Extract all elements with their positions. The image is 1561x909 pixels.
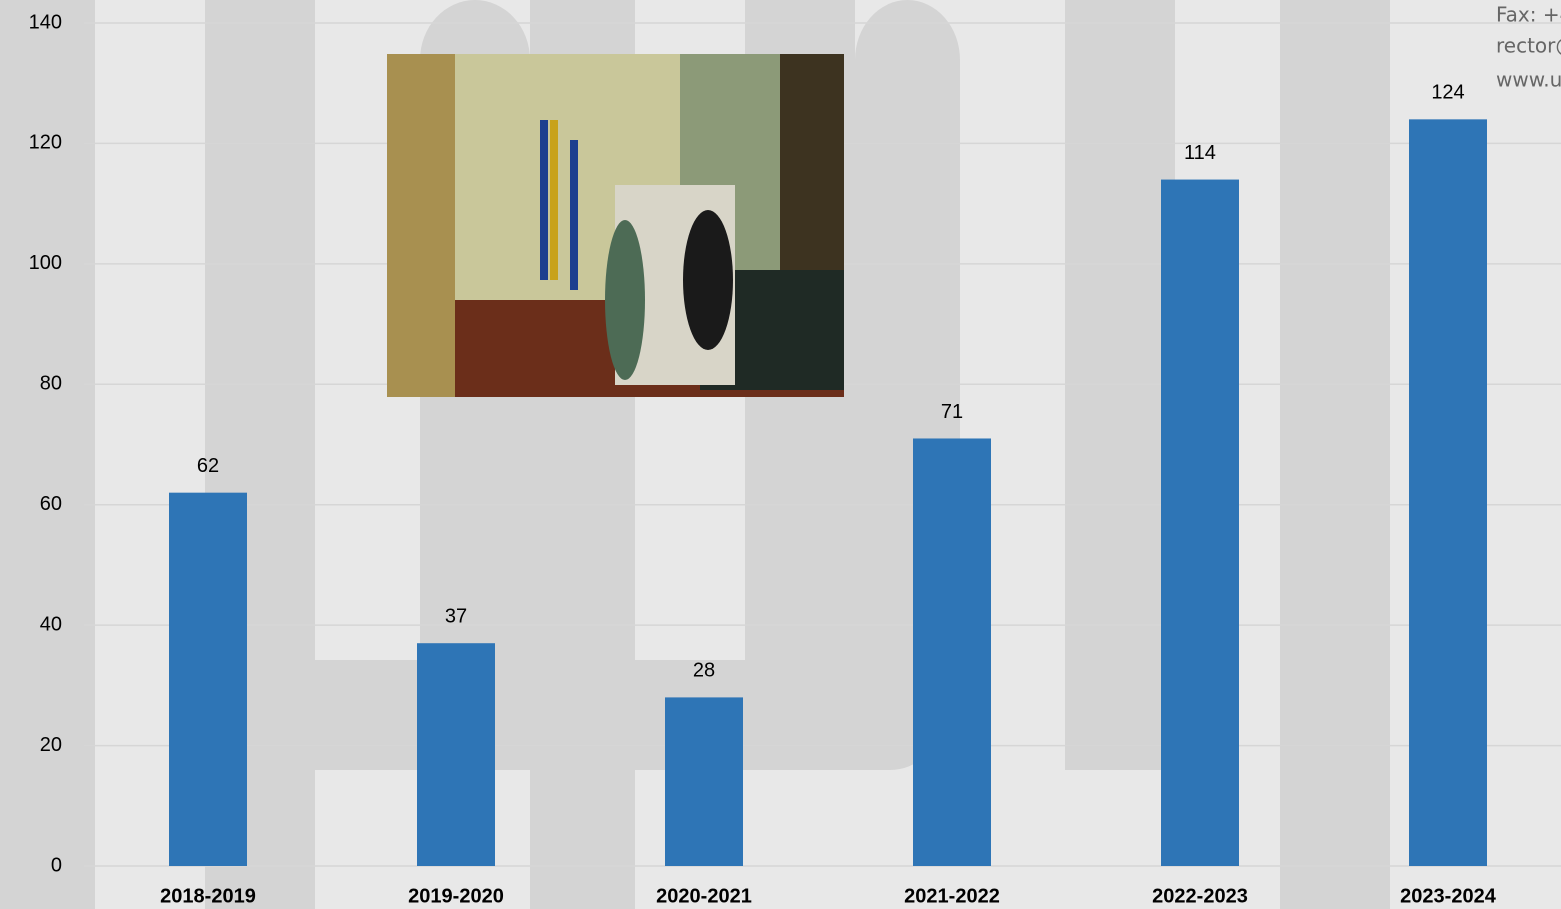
x-tick-label: 2018-2019 — [160, 885, 256, 907]
y-tick-label: 100 — [29, 252, 62, 274]
bar — [1409, 119, 1487, 867]
annotation: www.up — [1496, 68, 1561, 92]
y-tick-label: 120 — [29, 132, 62, 154]
y-tick-label: 140 — [29, 11, 62, 33]
data-label: 37 — [445, 605, 467, 627]
y-tick-label: 0 — [51, 854, 62, 876]
x-tick-label: 2022-2023 — [1152, 885, 1248, 907]
bar — [913, 438, 991, 866]
photo — [387, 54, 844, 397]
data-label: 124 — [1431, 82, 1464, 104]
y-tick-label: 40 — [40, 613, 62, 635]
bar — [1161, 179, 1239, 867]
data-label: 28 — [693, 660, 715, 682]
y-tick-label: 20 — [40, 734, 62, 756]
x-tick-label: 2021-2022 — [904, 885, 1000, 907]
x-tick-label: 2019-2020 — [408, 885, 504, 907]
data-label: 71 — [941, 401, 963, 423]
annotation: rector@ — [1496, 34, 1561, 58]
bar — [665, 697, 743, 866]
bar — [417, 643, 495, 866]
y-tick-label: 60 — [40, 493, 62, 515]
bar — [169, 492, 247, 866]
data-label: 62 — [197, 455, 219, 477]
annotation: Fax: +4 — [1496, 3, 1561, 27]
x-tick-label: 2023-2024 — [1400, 885, 1497, 907]
data-label: 114 — [1184, 142, 1216, 164]
y-tick-label: 80 — [40, 373, 62, 395]
x-tick-label: 2020-2021 — [656, 885, 752, 907]
plot-area: 0 20 40 60 80 100 120 140 2018-2019 62 2019-2020 37… — [29, 11, 1561, 907]
